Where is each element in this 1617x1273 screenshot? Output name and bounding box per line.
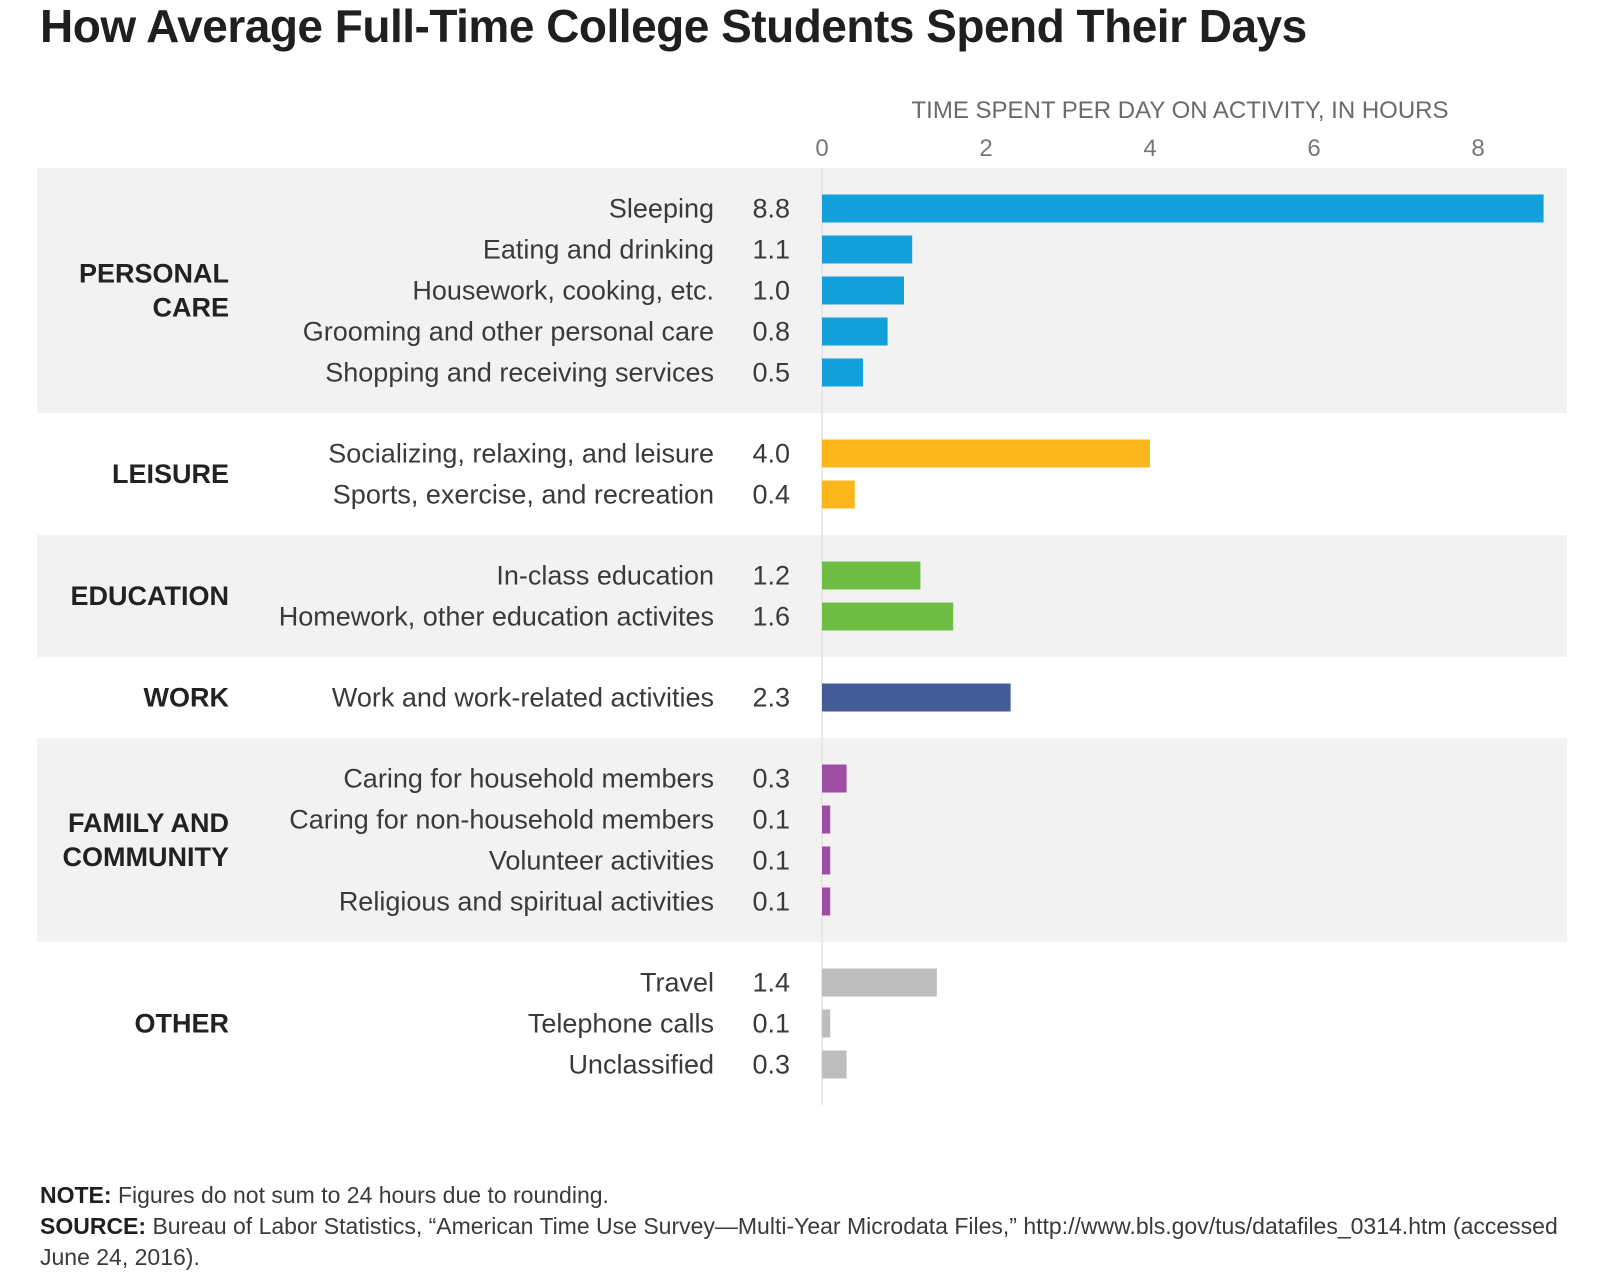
row-label: Sleeping <box>609 194 714 224</box>
value-label: 2.3 <box>752 683 790 713</box>
value-label: 0.4 <box>752 480 790 510</box>
row-label: Grooming and other personal care <box>303 317 714 347</box>
group-band <box>37 535 1567 657</box>
source-label: SOURCE: <box>40 1213 147 1239</box>
value-label: 0.1 <box>752 887 790 917</box>
bar <box>822 358 863 387</box>
bar-chart: TIME SPENT PER DAY ON ACTIVITY, IN HOURS… <box>37 97 1567 1105</box>
value-label: 0.1 <box>752 846 790 876</box>
bar <box>822 602 954 631</box>
bar <box>822 1050 847 1079</box>
bar <box>822 439 1150 468</box>
value-label: 0.3 <box>752 764 790 794</box>
bar <box>822 805 831 834</box>
bar <box>822 194 1544 223</box>
value-label: 1.2 <box>752 561 790 591</box>
value-label: 0.1 <box>752 805 790 835</box>
bar <box>822 276 904 305</box>
value-label: 1.4 <box>752 968 790 998</box>
bar <box>822 1009 831 1038</box>
x-tick-label: 2 <box>979 135 992 162</box>
value-label: 0.1 <box>752 1009 790 1039</box>
row-label: Work and work-related activities <box>332 683 714 713</box>
bar <box>822 480 855 509</box>
bar <box>822 968 937 997</box>
note-label: NOTE: <box>40 1182 112 1208</box>
value-label: 1.6 <box>752 602 790 632</box>
group-label: OTHER <box>135 1009 230 1039</box>
bar <box>822 764 847 793</box>
row-label: Caring for non-household members <box>289 805 714 835</box>
group-label: LEISURE <box>112 459 229 489</box>
value-label: 4.0 <box>752 439 790 469</box>
row-label: Volunteer activities <box>489 846 714 876</box>
row-label: Socializing, relaxing, and leisure <box>328 439 714 469</box>
value-label: 0.8 <box>752 317 790 347</box>
row-label: Housework, cooking, etc. <box>412 276 714 306</box>
group-label: PERSONAL <box>79 259 229 289</box>
row-label: Unclassified <box>568 1050 714 1080</box>
group-label: WORK <box>144 683 230 713</box>
value-label: 8.8 <box>752 194 790 224</box>
value-label: 0.5 <box>752 358 790 388</box>
x-tick-label: 0 <box>815 135 828 162</box>
row-label: Sports, exercise, and recreation <box>333 480 714 510</box>
group-band <box>37 738 1567 942</box>
row-label: Caring for household members <box>343 764 714 794</box>
bar <box>822 235 913 264</box>
bar <box>822 317 888 346</box>
row-label: Shopping and receiving services <box>325 358 714 388</box>
value-label: 1.0 <box>752 276 790 306</box>
row-label: Eating and drinking <box>483 235 714 265</box>
chart-footnote: NOTE: Figures do not sum to 24 hours due… <box>40 1180 1600 1273</box>
x-tick-label: 4 <box>1143 135 1156 162</box>
x-tick-label: 6 <box>1307 135 1320 162</box>
chart-title: How Average Full-Time College Students S… <box>40 0 1307 52</box>
group-label: COMMUNITY <box>63 842 229 872</box>
x-tick-label: 8 <box>1471 135 1484 162</box>
bar <box>822 561 921 590</box>
value-label: 1.1 <box>752 235 790 265</box>
source-line: SOURCE: Bureau of Labor Statistics, “Ame… <box>40 1211 1600 1273</box>
note-line: NOTE: Figures do not sum to 24 hours due… <box>40 1180 1600 1211</box>
row-label: Telephone calls <box>528 1009 714 1039</box>
row-label: In-class education <box>496 561 714 591</box>
value-label: 0.3 <box>752 1050 790 1080</box>
note-text: Figures do not sum to 24 hours due to ro… <box>111 1182 609 1208</box>
group-label: EDUCATION <box>71 581 230 611</box>
bar <box>822 846 831 875</box>
row-label: Homework, other education activites <box>279 602 714 632</box>
source-text: Bureau of Labor Statistics, “American Ti… <box>40 1213 1558 1270</box>
bar <box>822 887 831 916</box>
row-label: Religious and spiritual activities <box>339 887 714 917</box>
bar <box>822 683 1011 712</box>
group-label: FAMILY AND <box>68 808 229 838</box>
row-label: Travel <box>640 968 714 998</box>
x-axis-title: TIME SPENT PER DAY ON ACTIVITY, IN HOURS <box>912 97 1449 124</box>
group-label: CARE <box>152 293 229 323</box>
